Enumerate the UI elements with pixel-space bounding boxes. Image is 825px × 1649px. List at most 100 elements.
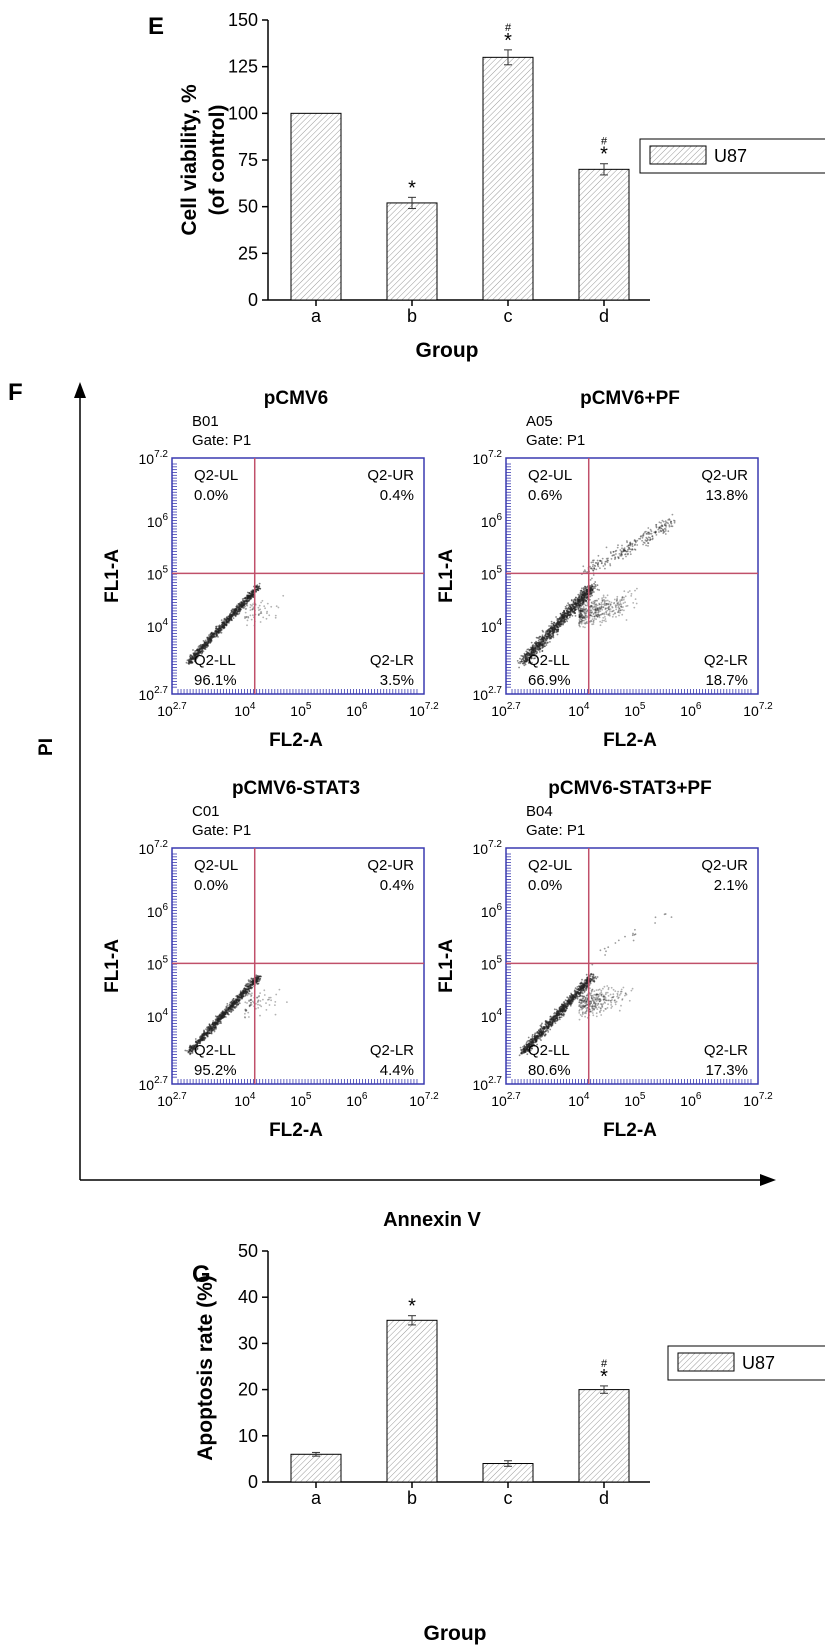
flow-plot-dot bbox=[568, 605, 571, 608]
flow-plot-dot bbox=[260, 612, 263, 614]
flow-plot-dot bbox=[189, 1045, 192, 1048]
flow-plot-gate-label: Gate: P1 bbox=[526, 822, 585, 839]
flow-plot-dot bbox=[246, 1002, 248, 1004]
flow-plot-dot bbox=[636, 587, 638, 590]
flow-plot-dot bbox=[592, 620, 595, 623]
flow-plot-dot bbox=[540, 1024, 543, 1026]
flow-plot-dot bbox=[641, 539, 643, 542]
flow-plot-dot bbox=[200, 1037, 202, 1040]
flow-plot-dot bbox=[197, 646, 200, 648]
flow-plot-dot bbox=[616, 546, 619, 549]
flow-plot-dot bbox=[642, 532, 645, 535]
flow-plot-dot bbox=[536, 648, 539, 651]
flow-plot-dot bbox=[584, 608, 586, 611]
flow-plot-dot bbox=[550, 620, 553, 623]
flow-plot-dot bbox=[585, 612, 588, 615]
flow-plot-dot bbox=[673, 519, 675, 522]
flow-plot-dot bbox=[595, 611, 598, 614]
panel-e-legend-label: U87 bbox=[714, 146, 747, 166]
flow-plot-dot bbox=[551, 627, 554, 630]
flow-plot-dot bbox=[596, 588, 599, 591]
flow-plot-dot bbox=[545, 644, 548, 646]
flow-plot-dot bbox=[539, 636, 542, 638]
flow-plot-dot bbox=[599, 624, 602, 627]
flow-plot-quadrant-ur-name: Q2-UR bbox=[367, 857, 414, 874]
flow-plot-dot bbox=[591, 611, 593, 613]
flow-plot-dot bbox=[206, 1031, 209, 1034]
flow-plot-dot bbox=[604, 563, 607, 566]
flow-plot-dot bbox=[596, 608, 599, 611]
flow-plot-sample-id: B01 bbox=[192, 413, 219, 430]
flow-plot-x-tick-label: 102.7 bbox=[157, 1091, 187, 1109]
flow-plot-dot bbox=[591, 607, 594, 610]
panel-f-letter: F bbox=[8, 379, 23, 406]
flow-plot-dot bbox=[584, 614, 587, 617]
flow-plot-dot bbox=[257, 982, 260, 985]
flow-plot-dot bbox=[578, 596, 580, 599]
flow-plot-dot bbox=[550, 635, 553, 638]
flow-plot-quadrant-ll-value: 96.1% bbox=[194, 672, 237, 689]
flow-plot-dot bbox=[268, 1004, 271, 1006]
flow-plot-dot bbox=[602, 594, 605, 597]
flow-plot-dot bbox=[578, 605, 581, 608]
flow-plot-dot bbox=[633, 606, 636, 609]
flow-plot-dot bbox=[249, 595, 252, 598]
flow-plot-dot bbox=[228, 1006, 231, 1009]
flow-plot-dot bbox=[618, 614, 620, 617]
flow-plot-dot bbox=[246, 624, 248, 627]
flow-plot-dot bbox=[265, 1009, 268, 1011]
flow-plot-dot bbox=[530, 647, 533, 650]
flow-plot-quadrant-ul-name: Q2-UL bbox=[528, 467, 572, 484]
flow-plot-dot bbox=[244, 984, 247, 987]
flow-plot-dots bbox=[185, 582, 285, 665]
flow-plot-dot bbox=[277, 606, 280, 609]
flow-plot-dot bbox=[576, 606, 579, 609]
flow-plot-dot bbox=[252, 606, 255, 609]
flow-plot-dot bbox=[615, 616, 617, 618]
flow-plot-dot bbox=[634, 543, 636, 546]
panel-e-significance-star: * bbox=[504, 30, 512, 52]
flow-plot-dot bbox=[578, 624, 581, 627]
flow-plot-dot bbox=[226, 1003, 229, 1005]
flow-plot-dot bbox=[266, 612, 268, 615]
flow-plot-dot bbox=[582, 619, 584, 622]
flow-plot-dot bbox=[218, 1019, 221, 1022]
flow-plot-dot bbox=[561, 611, 564, 614]
panel-e-y-tick-label: 125 bbox=[228, 57, 258, 77]
flow-plot-dot bbox=[221, 1016, 224, 1019]
flow-plot-dot bbox=[591, 583, 593, 586]
flow-plot-dot bbox=[251, 992, 253, 995]
flow-plot-dot bbox=[249, 598, 252, 600]
flow-plot-dot bbox=[617, 601, 620, 604]
panel-e-bar bbox=[482, 56, 534, 301]
panel-e-letter: E bbox=[148, 13, 164, 40]
flow-plot-dot bbox=[202, 1039, 205, 1041]
flow-plot-dot bbox=[590, 605, 593, 608]
flow-plot-dot bbox=[667, 522, 669, 525]
flow-plot-dot bbox=[230, 615, 233, 618]
flow-plot-dot bbox=[527, 660, 530, 662]
flow-plot-3: pCMV6-STAT3 C01 Gate: P1 Q2-UL 0.0% Q2-UR 0.4%… bbox=[102, 778, 439, 1141]
flow-plot-title: pCMV6-STAT3 bbox=[232, 778, 360, 799]
flow-plot-dot bbox=[531, 646, 534, 649]
flow-plot-dot bbox=[643, 531, 646, 533]
flow-plot-dot bbox=[262, 616, 265, 619]
flow-plot-dot bbox=[523, 661, 526, 664]
flow-plot-dot bbox=[593, 585, 596, 588]
flow-plot-2: pCMV6+PF A05 Gate: P1 Q2-UL 0.6% Q2-UR 13.8% Q2… bbox=[436, 388, 773, 751]
flow-plot-dot bbox=[578, 609, 581, 612]
flow-plot-dot bbox=[610, 558, 613, 560]
flow-plot-dot bbox=[249, 609, 252, 611]
flow-plot-x-tick-label: 106 bbox=[346, 701, 368, 719]
flow-plot-dot bbox=[555, 628, 558, 631]
flow-plot-dot bbox=[593, 615, 595, 618]
flow-plot-dot bbox=[226, 1005, 229, 1007]
flow-plot-dot bbox=[607, 603, 610, 606]
flow-plot-dot bbox=[562, 622, 564, 625]
flow-plot-dot bbox=[260, 1005, 263, 1008]
flow-plot-dot bbox=[536, 657, 539, 659]
flow-plot-dot bbox=[605, 557, 608, 560]
flow-plot-dot bbox=[203, 1032, 205, 1035]
flow-plot-dot bbox=[249, 998, 252, 1001]
flow-plot-dot bbox=[608, 612, 611, 614]
